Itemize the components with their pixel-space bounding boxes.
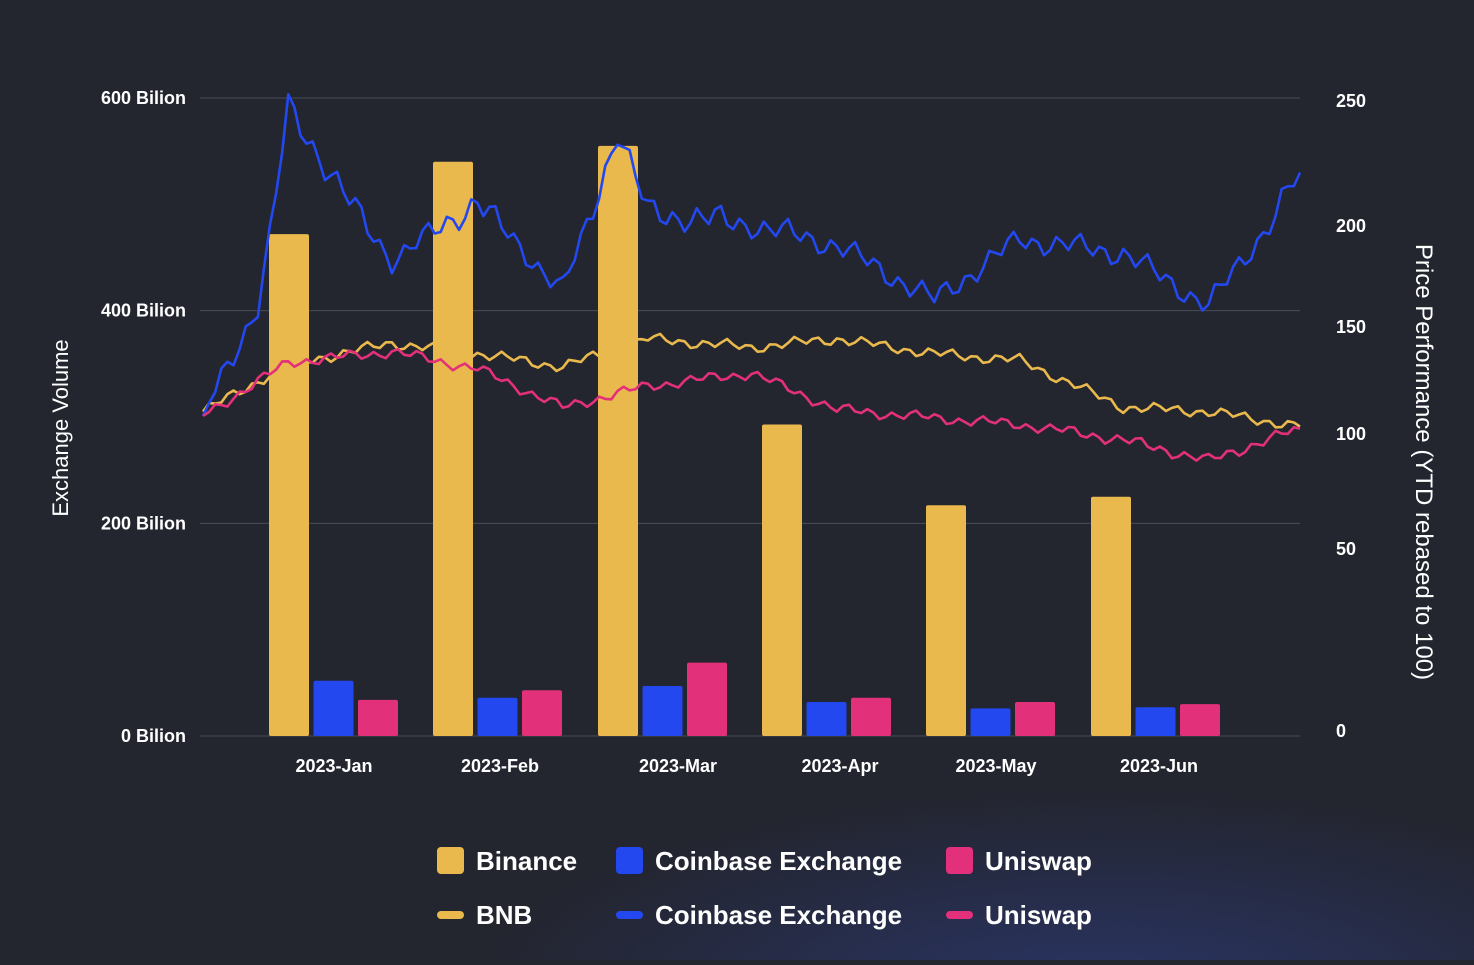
y-tick-label-left: 400 Bilion <box>101 301 186 321</box>
bar-coinbase-exchange <box>642 686 683 736</box>
legend-swatch-line <box>946 911 973 919</box>
bar-uniswap <box>687 662 727 736</box>
bar-binance <box>598 145 638 737</box>
y-tick-label-right: 50 <box>1336 539 1356 559</box>
bar-coinbase-exchange <box>477 697 518 736</box>
bar-uniswap <box>522 690 562 736</box>
legend-swatch-bar <box>437 847 464 874</box>
x-tick-label: 2023-Apr <box>801 756 878 776</box>
x-tick-label: 2023-Jan <box>295 756 372 776</box>
bar-coinbase-exchange <box>1135 707 1176 736</box>
x-tick-label: 2023-May <box>955 756 1036 776</box>
bar-binance <box>1091 496 1131 736</box>
bar-uniswap <box>1015 701 1055 736</box>
legend-label: BNB <box>476 900 532 930</box>
bar-binance <box>269 234 309 736</box>
y-tick-label-right: 250 <box>1336 91 1366 111</box>
bar-series <box>269 145 1220 737</box>
y-axis-title-right: Price Performance (YTD rebased to 100) <box>1410 244 1437 680</box>
bar-coinbase-exchange <box>806 701 847 736</box>
bar-coinbase-exchange <box>970 708 1011 736</box>
y-tick-label-right: 100 <box>1336 424 1366 444</box>
bar-binance <box>762 424 802 736</box>
legend-swatch-line <box>616 911 643 919</box>
axes: 0 Bilion 200 Bilion 400 Bilion 600 Bilion 0 5… <box>101 88 1366 776</box>
legend-swatch-bar <box>616 847 643 874</box>
y-tick-label-right: 150 <box>1336 317 1366 337</box>
line-coinbase-exchange <box>201 93 1302 417</box>
y-tick-label-left: 200 Bilion <box>101 513 186 533</box>
line-uniswap <box>202 347 1301 462</box>
bar-coinbase-exchange <box>313 680 354 736</box>
line-bnb <box>201 332 1301 429</box>
x-tick-label: 2023-Jun <box>1120 756 1198 776</box>
bar-uniswap <box>1180 704 1220 736</box>
legend-label: Coinbase Exchange <box>655 900 902 930</box>
x-tick-label: 2023-Mar <box>639 756 717 776</box>
bar-binance <box>926 505 966 736</box>
legend-swatch-line <box>437 911 464 919</box>
legend: Binance Coinbase Exchange Uniswap BNB Coinba… <box>437 846 1092 930</box>
y-axis-title-left: Exchange Volume <box>48 339 73 516</box>
legend-swatch-bar <box>946 847 973 874</box>
bar-uniswap <box>851 697 891 736</box>
legend-label: Binance <box>476 846 577 876</box>
line-series <box>201 93 1302 462</box>
legend-label: Coinbase Exchange <box>655 846 902 876</box>
grid-lines <box>200 97 1300 737</box>
legend-label: Uniswap <box>985 846 1092 876</box>
bar-binance <box>433 161 473 737</box>
y-tick-label-left: 600 Bilion <box>101 88 186 108</box>
x-tick-label: 2023-Feb <box>461 756 539 776</box>
y-tick-label-right: 0 <box>1336 721 1346 741</box>
bar-uniswap <box>358 699 398 736</box>
y-tick-label-left: 0 Bilion <box>121 726 186 746</box>
legend-label: Uniswap <box>985 900 1092 930</box>
y-tick-label-right: 200 <box>1336 216 1366 236</box>
